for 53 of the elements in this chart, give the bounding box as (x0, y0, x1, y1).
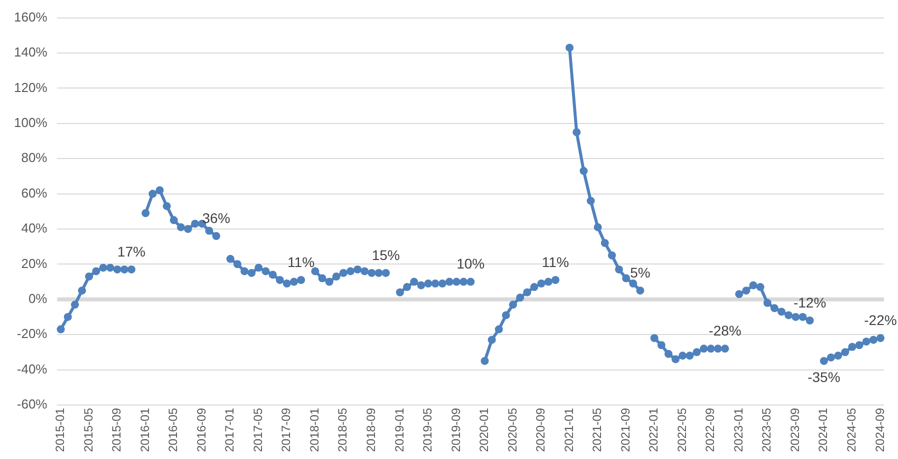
annotation: -12% (793, 294, 826, 310)
annotation: 10% (456, 256, 485, 272)
x-tick-label: 2017-05 (250, 408, 265, 452)
x-tick-label: 2022-05 (674, 408, 689, 452)
x-tick-label: 2020-09 (534, 408, 548, 452)
annotation: 36% (202, 210, 230, 226)
y-tick-label: -60% (16, 396, 48, 412)
x-tick-label: 2019-05 (420, 408, 435, 452)
x-tick-label: 2019-09 (448, 408, 463, 452)
annotation: 5% (630, 264, 650, 280)
x-tick-label: 2020-01 (477, 408, 492, 452)
x-tick-label: 2021-01 (562, 408, 576, 452)
x-tick-label: 2016-05 (166, 408, 180, 452)
x-tick-label: 2024-09 (872, 408, 887, 452)
annotation: -35% (808, 368, 840, 385)
x-tick-label: 2015-05 (81, 408, 96, 452)
annotation: -22% (864, 312, 897, 328)
x-tick-label: 2018-01 (307, 408, 322, 452)
x-tick-label: 2023-01 (731, 408, 746, 452)
x-tick-label: 2022-01 (646, 408, 661, 452)
y-tick-label: 80% (21, 150, 48, 166)
annotation: 17% (117, 243, 146, 260)
annotation: 15% (372, 246, 400, 263)
y-tick-label: 160% (14, 9, 48, 24)
y-tick-label: 40% (21, 220, 48, 236)
x-tick-label: 2020-05 (505, 408, 520, 452)
x-tick-label: 2016-09 (194, 408, 208, 452)
x-tick-label: 2024-01 (816, 408, 830, 452)
y-tick-label: 60% (21, 185, 48, 200)
x-tick-label: 2023-05 (760, 408, 774, 452)
y-tick-label: 20% (21, 256, 48, 271)
y-tick-label: 0% (28, 290, 48, 306)
x-tick-label: 2018-05 (336, 408, 350, 452)
y-tick-label: 100% (14, 114, 48, 130)
x-tick-label: 2017-01 (222, 408, 237, 452)
x-tick-label: 2023-09 (788, 408, 802, 452)
x-tick-label: 2016-01 (138, 408, 152, 452)
y-tick-label: -40% (16, 361, 48, 376)
x-tick-label: 2018-09 (364, 408, 378, 452)
x-tick-label: 2017-09 (279, 408, 294, 452)
annotation: 11% (288, 254, 315, 270)
x-tick-label: 2022-09 (703, 408, 718, 452)
annotation: 11% (542, 254, 569, 270)
y-tick-label: 120% (14, 80, 48, 95)
annotation: -28% (708, 322, 742, 339)
x-tick-label: 2015-09 (110, 408, 124, 452)
y-tick-label: -20% (16, 326, 48, 342)
x-tick-label: 2021-09 (618, 408, 632, 452)
x-tick-label: 2015-01 (53, 408, 68, 452)
x-tick-label: 2021-05 (590, 408, 604, 452)
x-tick-label: 2019-01 (392, 408, 406, 452)
y-tick-label: 140% (14, 44, 48, 60)
x-tick-label: 2024-05 (844, 408, 859, 452)
